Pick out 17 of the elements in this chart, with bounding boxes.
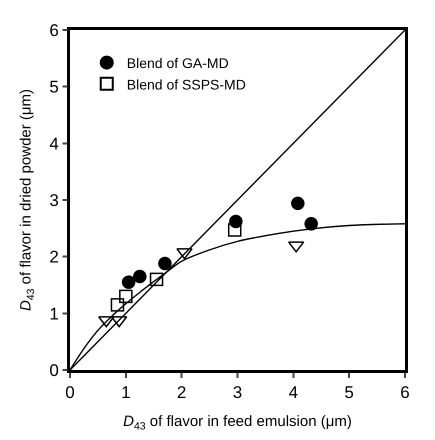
x-tick-label: 6 bbox=[400, 383, 410, 402]
x-axis-title: D$_{43}$ of flavor in feed emulsion (μm) bbox=[123, 413, 352, 432]
x-tick-label: 1 bbox=[121, 383, 131, 402]
x-tick-label: 2 bbox=[176, 383, 186, 402]
y-tick-label: 0 bbox=[49, 360, 59, 380]
legend-label: Blend of GA-MD bbox=[126, 55, 229, 72]
legend-label: Blend of SSPS-MD bbox=[126, 76, 246, 92]
y-tick-label: 4 bbox=[49, 134, 59, 154]
y-tick-label: 3 bbox=[49, 190, 59, 210]
x-tick-label: 0 bbox=[65, 383, 75, 402]
y-tick-label: 2 bbox=[49, 248, 59, 267]
x-tick-label: 4 bbox=[288, 383, 298, 402]
x-tick-label: 3 bbox=[232, 383, 242, 402]
y-tick-label: 5 bbox=[49, 78, 59, 97]
y-tick-label: 1 bbox=[49, 304, 59, 324]
y-tick-label: 6 bbox=[49, 20, 59, 40]
x-tick-label: 5 bbox=[344, 383, 354, 402]
